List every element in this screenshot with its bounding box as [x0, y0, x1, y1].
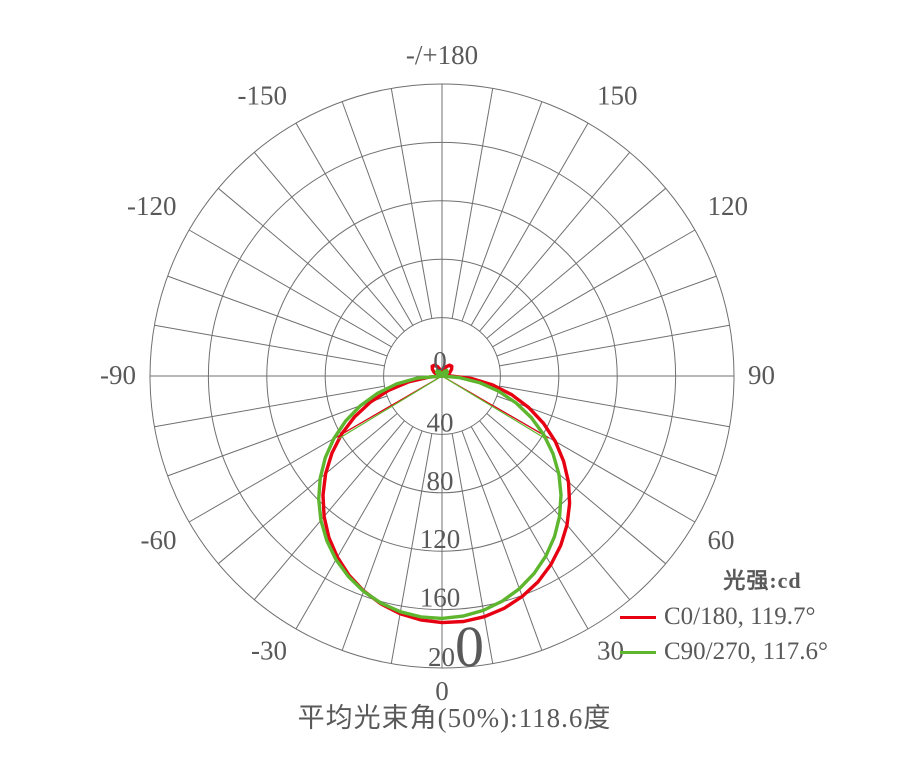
- grid-spoke: [451, 433, 494, 664]
- grid-spoke: [390, 433, 433, 664]
- grid-spoke: [167, 395, 388, 477]
- grid-spoke: [486, 413, 667, 565]
- angle-label--120: -120: [127, 191, 177, 221]
- grid-spoke: [461, 101, 543, 322]
- c0-legend-line-icon: [620, 615, 656, 619]
- angle-label-0: 0: [435, 676, 449, 706]
- angle-label-90: 90: [748, 360, 775, 390]
- grid-spoke: [499, 324, 730, 367]
- grid-spoke: [499, 385, 730, 428]
- grid-spoke: [253, 420, 405, 601]
- grid-spoke: [479, 420, 631, 601]
- radial-tick-200: 200: [428, 614, 484, 679]
- grid-spoke: [295, 426, 414, 630]
- angle-label--60: -60: [140, 525, 176, 555]
- beam-angle-caption: 平均光束角(50%):118.6度: [297, 703, 612, 733]
- grid-spoke: [461, 430, 543, 651]
- legend-row-c90: C90/270, 117.6°: [620, 639, 905, 665]
- grid-spoke: [451, 88, 494, 319]
- radial-tick-160: 160: [420, 583, 461, 613]
- grid-spoke: [167, 275, 388, 357]
- grid-spoke: [154, 324, 385, 367]
- radial-tick-120: 120: [420, 524, 461, 554]
- radial-tick-40: 40: [427, 407, 454, 437]
- radial-tick-80: 80: [427, 466, 454, 496]
- c90-legend-label: C90/270, 117.6°: [664, 638, 828, 665]
- grid-spoke: [496, 275, 717, 357]
- angle-label-30: 30: [597, 636, 624, 666]
- grid-spoke: [486, 187, 667, 339]
- grid-spoke: [496, 395, 717, 477]
- angle-label-60: 60: [708, 525, 735, 555]
- grid-spoke: [253, 151, 405, 332]
- grid-spoke: [470, 426, 589, 630]
- legend: 光强:cd C0/180, 119.7° C90/270, 117.6°: [620, 563, 905, 665]
- c90-270-beam-ray: [441, 375, 546, 440]
- angle-label--180: -/+180: [406, 40, 478, 70]
- angle-label--90: -90: [100, 360, 136, 390]
- radial-tick-0: 0: [433, 346, 447, 376]
- grid-spoke: [154, 385, 385, 428]
- angle-label--30: -30: [251, 636, 287, 666]
- grid-spoke: [341, 430, 423, 651]
- c90-270-curve: [317, 368, 563, 621]
- grid-spoke: [217, 413, 398, 565]
- grid-spoke: [341, 101, 423, 322]
- c90-270-beam-ray: [338, 375, 443, 440]
- grid-spoke: [217, 187, 398, 339]
- angle-label-120: 120: [708, 191, 749, 221]
- angle-label-150: 150: [597, 80, 638, 110]
- c90-legend-line-icon: [620, 650, 656, 654]
- legend-title: 光强:cd: [723, 568, 802, 593]
- grid-spoke: [470, 122, 589, 326]
- c0-legend-label: C0/180, 119.7°: [664, 603, 816, 630]
- grid-spoke: [390, 88, 433, 319]
- grid-spoke: [492, 229, 696, 348]
- legend-row-c0: C0/180, 119.7°: [620, 604, 905, 630]
- angle-label--150: -150: [238, 80, 288, 110]
- grid-spoke: [188, 229, 392, 348]
- grid-spoke: [479, 151, 631, 332]
- grid-spoke: [295, 122, 414, 326]
